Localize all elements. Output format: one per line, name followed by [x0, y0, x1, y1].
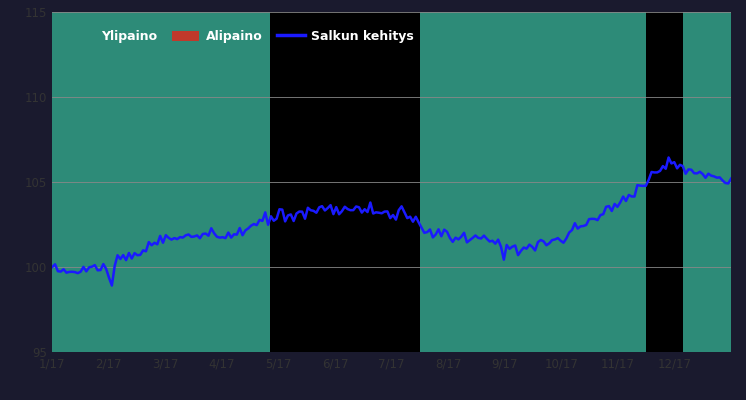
Bar: [270, 12, 420, 352]
Legend: Ylipaino, Alipaino, Salkun kehitys: Ylipaino, Alipaino, Salkun kehitys: [62, 25, 419, 48]
Bar: [420, 12, 646, 352]
Bar: [683, 12, 731, 352]
Bar: [52, 12, 270, 352]
Bar: [646, 12, 683, 352]
